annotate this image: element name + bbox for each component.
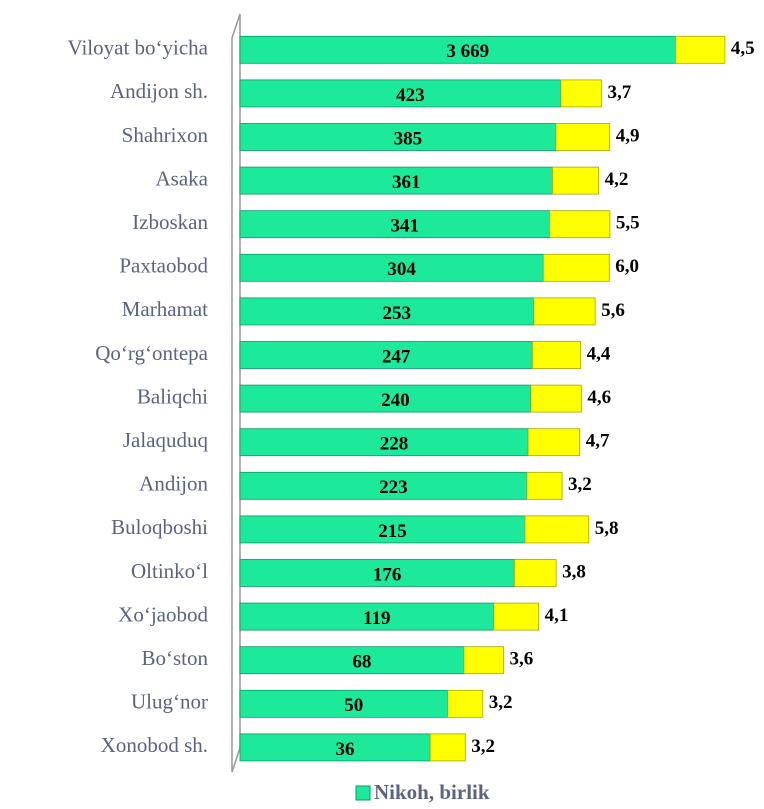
bar-segment [527,428,581,457]
value-label: 3 669 [446,41,489,62]
value-label: 423 [396,85,425,106]
value-label: 4,6 [587,387,611,408]
bar-segment [239,79,562,108]
bar-segment [239,602,494,631]
bar-segment [542,253,610,282]
category-label: Asaka [156,166,209,190]
bar-segment [560,79,602,108]
bar-segment [493,602,540,631]
bar-segment [239,384,532,413]
category-label: Marhamat [122,297,208,321]
bar-segment [239,428,529,457]
bar-segment [533,297,596,326]
value-label: 228 [380,434,409,455]
category-label: Xo‘jaobod [118,602,208,626]
bar-segment [239,210,550,239]
value-label: 4,4 [587,343,611,364]
bar-segment [555,123,611,151]
value-label: 68 [352,652,371,673]
value-label: 119 [363,608,390,629]
value-label: 4,1 [545,605,569,626]
bar-segment [239,733,431,762]
bar-segment [463,646,504,675]
value-label: 247 [382,346,411,367]
category-label: Qo‘rg‘ontepa [95,341,208,365]
bar-segment [239,123,557,151]
bar-segment [429,733,466,762]
category-label: Shahrixon [122,123,209,147]
bar-segment [675,35,726,64]
value-label: 4,5 [731,38,755,59]
bar-segment [239,297,534,326]
category-label: Andijon [139,472,208,496]
value-label: 341 [390,216,419,237]
legend-swatch [355,785,371,801]
category-label: Xonobod sh. [101,733,208,757]
axis-wall [231,13,241,773]
category-label: Buloqboshi [111,515,208,539]
bar-segment [548,210,611,239]
category-label: Ulug‘nor [131,690,208,714]
value-label: 223 [379,477,408,498]
category-label: Bo‘ston [141,646,208,670]
value-label: 4,9 [616,125,640,146]
bar-segment [239,559,515,587]
category-label: Paxtaobod [119,254,208,278]
bar-segment [239,253,544,282]
value-label: 176 [373,564,402,585]
bar-segment [239,515,526,544]
value-label: 385 [394,128,423,149]
category-label: Viloyat bo‘yicha [68,36,209,60]
value-label: 3,2 [568,474,592,495]
bar-segment [513,559,557,587]
value-label: 4,7 [586,431,610,452]
bar-segment [239,166,553,195]
category-label: Oltinko‘l [131,559,208,583]
value-label: 50 [344,695,363,716]
category-label: Baliqchi [137,384,208,408]
category-label: Izboskan [132,210,208,234]
bar-segment [239,689,448,718]
bar-segment [552,166,600,195]
bar-segment [526,471,563,500]
value-label: 361 [392,172,421,193]
value-label: 304 [387,259,416,280]
bar-segment [530,384,582,413]
value-label: 3,2 [471,736,495,757]
value-label: 253 [383,303,412,324]
value-label: 3,2 [489,692,513,713]
legend-label: Nikoh, birlik [374,780,490,804]
value-label: 3,6 [509,649,533,670]
value-label: 215 [378,521,407,542]
value-label: 5,8 [595,518,619,539]
value-label: 240 [381,390,410,411]
bar-segment [239,341,533,369]
value-label: 3,7 [608,82,632,103]
bar-segment [531,341,582,369]
value-label: 36 [336,739,355,760]
bar-segment [524,515,590,544]
value-label: 6,0 [615,256,639,277]
bar-segment [447,689,484,718]
category-label: Jalaquduq [123,428,209,452]
value-label: 5,6 [601,300,625,321]
value-label: 4,2 [605,169,629,190]
value-label: 5,5 [616,213,640,234]
value-label: 3,8 [562,561,586,582]
category-label: Andijon sh. [110,79,208,103]
bar-segment [239,35,676,64]
